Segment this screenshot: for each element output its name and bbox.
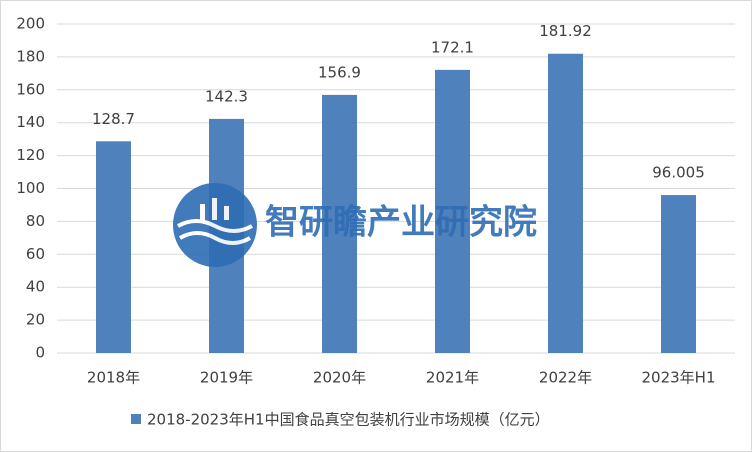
x-tick-label: 2018年 xyxy=(87,369,140,387)
bar xyxy=(322,94,357,353)
watermark-logo xyxy=(173,183,257,267)
data-label: 156.9 xyxy=(318,63,361,81)
logo-bar xyxy=(224,206,229,220)
legend-label: 2018-2023年H1中国食品真空包装机行业市场规模（亿元） xyxy=(147,411,550,429)
bar xyxy=(96,141,131,353)
x-tick-label: 2020年 xyxy=(313,369,366,387)
logo-bar xyxy=(200,204,205,220)
y-tick-label: 200 xyxy=(16,15,45,33)
y-tick-label: 180 xyxy=(16,47,45,65)
y-tick-label: 120 xyxy=(16,146,45,164)
watermark-text: 智研瞻产业研究院 xyxy=(265,203,537,243)
logo-wave xyxy=(178,231,252,245)
plot: 0 20 40 60 80 100 120 140 160 180 200 2018年 2019年 202… xyxy=(16,15,735,429)
x-tick-label: 2023年H1 xyxy=(642,369,716,387)
y-tick-label: 60 xyxy=(26,245,45,263)
y-tick-label: 40 xyxy=(26,278,45,296)
data-label: 181.92 xyxy=(539,22,592,40)
x-tick-label: 2021年 xyxy=(426,369,479,387)
bar xyxy=(548,53,583,353)
y-tick-label: 160 xyxy=(16,80,45,98)
data-label: 128.7 xyxy=(92,110,135,128)
legend-swatch xyxy=(131,414,141,424)
x-tick-label: 2019年 xyxy=(200,369,253,387)
y-tick-label: 140 xyxy=(16,113,45,131)
bar xyxy=(435,69,470,353)
data-label: 142.3 xyxy=(205,87,248,105)
logo-bar xyxy=(212,198,217,220)
bar xyxy=(661,195,696,353)
y-tick-label: 100 xyxy=(16,179,45,197)
y-tick-label: 20 xyxy=(26,311,45,329)
data-label: 96.005 xyxy=(652,164,705,182)
data-label: 172.1 xyxy=(431,38,474,56)
y-tick-label: 80 xyxy=(26,212,45,230)
logo-wave xyxy=(177,219,253,233)
x-tick-label: 2022年 xyxy=(539,369,592,387)
y-tick-label: 0 xyxy=(35,344,45,362)
